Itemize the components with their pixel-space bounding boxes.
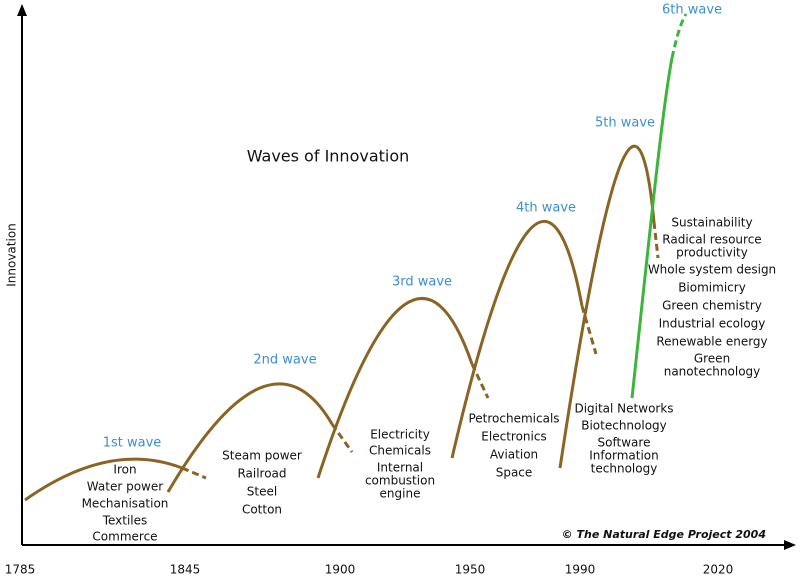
wave-item: Railroad: [237, 467, 286, 481]
y-axis-arrow: [17, 4, 27, 16]
x-tick-label: 1845: [170, 563, 201, 577]
wave-item: Software: [598, 436, 651, 450]
wave-item: Iron: [113, 463, 136, 477]
wave-item: Water power: [87, 480, 163, 494]
wave-curve: [580, 305, 598, 355]
title: Waves of Innovation: [247, 147, 410, 166]
wave-item: Aviation: [490, 448, 538, 462]
wave-label: 1st wave: [103, 436, 162, 451]
wave-item: Electronics: [481, 430, 546, 444]
x-tick-label: 2020: [703, 563, 734, 577]
wave-item: productivity: [676, 246, 748, 260]
wave-label: 2nd wave: [253, 353, 316, 368]
wave-item: Commerce: [92, 530, 157, 544]
wave-item: Mechanisation: [82, 497, 169, 511]
wave-curve: [630, 57, 674, 399]
wave-item: Textiles: [102, 514, 148, 528]
wave-label: 6th wave: [662, 3, 722, 18]
wave-item: Green: [694, 352, 730, 366]
wave-label: 3rd wave: [392, 275, 452, 290]
wave-item: combustion: [365, 474, 435, 488]
wave-item: Cotton: [242, 503, 282, 517]
wave-item: Internal: [377, 461, 423, 475]
wave-item: technology: [591, 462, 658, 476]
wave-item: Chemicals: [369, 444, 431, 458]
wave-item: Industrial ecology: [659, 317, 766, 331]
wave-item: Sustainability: [671, 216, 752, 230]
wave-item: Steel: [247, 485, 277, 499]
wave-curve: [181, 466, 207, 480]
wave-item: Biotechnology: [581, 419, 667, 433]
wave-curve: [670, 13, 688, 59]
x-tick-label: 1900: [325, 563, 356, 577]
wave-label: 5th wave: [595, 116, 655, 131]
wave-item: Steam power: [222, 449, 302, 463]
wave-label: 4th wave: [516, 201, 576, 216]
y-axis-label: Innovation: [5, 223, 19, 287]
wave-curve: [558, 144, 656, 469]
x-tick-label: 1785: [5, 563, 36, 577]
wave-item: Whole system design: [648, 263, 776, 277]
wave-item: Electricity: [370, 428, 430, 442]
wave-item: nanotechnology: [664, 365, 761, 379]
wave-curve: [316, 297, 474, 479]
x-tick-label: 1950: [455, 563, 486, 577]
wave-item: Information: [589, 449, 658, 463]
wave-item: Biomimicry: [678, 281, 746, 295]
wave-item: Space: [496, 466, 533, 480]
wave-curve: [24, 457, 183, 502]
credit: © The Natural Edge Project 2004: [562, 528, 766, 541]
wave-curve: [166, 382, 334, 493]
wave-curve: [450, 220, 584, 459]
wave-item: Digital Networks: [574, 402, 673, 416]
wave-item: Renewable energy: [656, 335, 767, 349]
wave-item: Green chemistry: [662, 299, 762, 313]
wave-curve: [652, 221, 660, 259]
x-tick-label: 1990: [565, 563, 596, 577]
wave-item: Radical resource: [662, 233, 761, 247]
x-axis-arrow: [784, 540, 796, 550]
wave-item: engine: [380, 487, 421, 501]
wave-item: Petrochemicals: [468, 412, 559, 426]
